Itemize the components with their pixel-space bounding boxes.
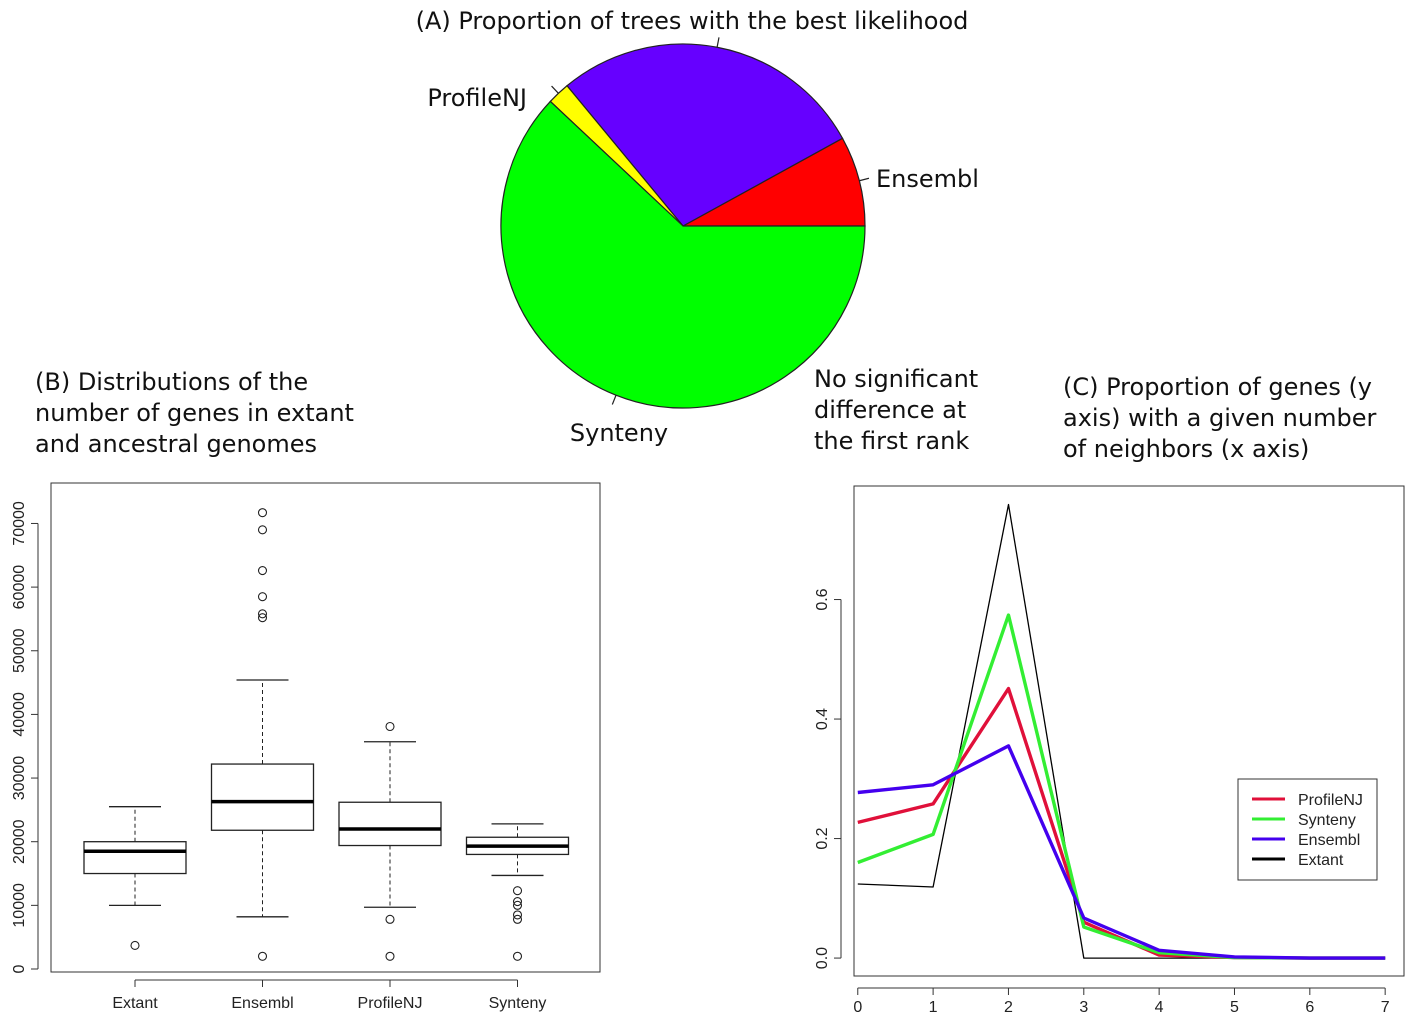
boxplot-panel: (B) Distributions of the number of genes … <box>11 368 601 1012</box>
boxplot-marks <box>83 508 570 961</box>
line-chart-title: (C) Proportion of genes (y axis) with a g… <box>1063 373 1376 463</box>
pie-label-line: Ensembl <box>876 165 979 193</box>
y-tick-label: 0.4 <box>814 708 831 730</box>
outlier-point <box>512 951 523 961</box>
box-profilenj <box>338 721 442 961</box>
line-chart-title-line: axis) with a given number <box>1063 404 1376 432</box>
pie-label-line: ProfileNJ <box>427 84 527 112</box>
x-tick-label-ensembl: Ensembl <box>231 995 293 1012</box>
outlier-point <box>257 566 268 576</box>
pie-label-ensembl: Ensembl <box>876 165 979 193</box>
legend-label-profilenj: ProfileNJ <box>1298 792 1363 809</box>
pie-label-no-significant-difference-at-the-first-rank: No significant difference at the first ran… <box>814 365 978 455</box>
line-chart-frame <box>853 485 1405 977</box>
boxplot-y-axis: 0 10000 20000 30000 40000 50000 60000 70000 <box>11 501 39 973</box>
outlier-point <box>130 940 140 951</box>
y-tick-label: 50000 <box>11 628 28 673</box>
pie-leader-line <box>859 177 870 182</box>
x-tick-label: 5 <box>1230 999 1239 1014</box>
line-chart-legend: ProfileNJ Synteny Ensembl Extant <box>1237 778 1378 881</box>
y-tick-label: 40000 <box>11 692 28 737</box>
iqr-box <box>210 763 315 831</box>
series-line-ensembl <box>857 744 1386 960</box>
legend-box <box>1237 778 1378 881</box>
x-tick-label: 0 <box>853 999 862 1014</box>
x-tick-label: 6 <box>1305 999 1314 1014</box>
pie-label-line: the first rank <box>814 427 969 455</box>
line-panel: (C) Proportion of genes (y axis) with a g… <box>814 373 1405 1014</box>
y-tick-label: 0 <box>11 964 28 973</box>
x-tick-label-extant: Extant <box>112 995 158 1012</box>
outlier-point <box>512 914 523 924</box>
y-tick-label: 30000 <box>11 756 28 801</box>
x-tick-label: 3 <box>1079 999 1088 1014</box>
y-tick-label: 0.6 <box>814 588 831 610</box>
y-tick-label: 10000 <box>11 883 28 928</box>
iqr-box <box>338 801 442 847</box>
y-tick-label: 0.0 <box>814 947 831 969</box>
boxplot-x-axis: Extant Ensembl ProfileNJ Synteny <box>112 979 547 1012</box>
outlier-point <box>257 525 268 535</box>
boxplot-title-line: (B) Distributions of the <box>35 368 308 396</box>
y-tick-label: 0.2 <box>814 827 831 849</box>
outlier-point <box>257 508 268 518</box>
pie-leader-line <box>716 37 720 48</box>
outlier-point <box>512 896 523 907</box>
box-ensembl <box>210 508 315 961</box>
outlier-point <box>257 613 268 623</box>
line-chart-series <box>857 503 1386 960</box>
pie-panel: (A) Proportion of trees with the best li… <box>416 7 979 455</box>
outlier-point <box>512 910 523 920</box>
pie-label-profilenj: ProfileNJ <box>427 84 527 112</box>
pie-slices <box>500 43 866 409</box>
outlier-point <box>257 609 268 619</box>
line-chart-x-axis: 0 1 2 3 4 5 6 7 <box>853 987 1390 1014</box>
x-tick-label-profilenj: ProfileNJ <box>358 995 423 1012</box>
pie-label-line: difference at <box>814 396 966 424</box>
pie-label-synteny: Synteny <box>570 419 668 447</box>
pie-label-line: No significant <box>814 365 978 393</box>
legend-label-ensembl: Ensembl <box>1298 832 1360 849</box>
outlier-point <box>512 900 523 910</box>
pie-slice-no-significant-difference-at-the-first-rank <box>566 43 844 227</box>
boxplot-title-line: and ancestral genomes <box>35 430 317 458</box>
outlier-point <box>385 951 395 961</box>
x-tick-label-synteny: Synteny <box>489 995 547 1012</box>
x-tick-label: 1 <box>929 999 938 1014</box>
pie-slice-ensembl <box>682 137 866 227</box>
outlier-point <box>257 592 268 602</box>
outlier-point <box>385 721 395 732</box>
legend-label-extant: Extant <box>1298 852 1344 869</box>
y-tick-label: 20000 <box>11 819 28 864</box>
boxplot-frame <box>50 482 601 973</box>
pie-label-line: Synteny <box>570 419 668 447</box>
pie-leader-line <box>611 394 617 405</box>
y-tick-label: 60000 <box>11 565 28 610</box>
outlier-point <box>257 951 268 961</box>
x-tick-label: 7 <box>1381 999 1390 1014</box>
x-tick-label: 4 <box>1155 999 1164 1014</box>
box-synteny <box>465 823 570 961</box>
line-chart-title-line: of neighbors (x axis) <box>1063 435 1309 463</box>
line-chart-y-axis: 0.0 0.2 0.4 0.6 <box>814 588 842 969</box>
outlier-point <box>385 914 395 924</box>
series-line-extant <box>857 503 1386 959</box>
boxplot-title-line: number of genes in extant <box>35 399 354 427</box>
iqr-box <box>83 841 187 875</box>
line-chart-title-line: (C) Proportion of genes (y <box>1063 373 1372 401</box>
box-extant <box>83 806 187 951</box>
pie-chart-title: (A) Proportion of trees with the best li… <box>416 7 969 35</box>
x-tick-label: 2 <box>1004 999 1013 1014</box>
boxplot-title: (B) Distributions of the number of genes … <box>35 368 354 458</box>
pie-leader-line <box>551 85 559 94</box>
pie-labels: Ensembl No significant difference at the fi… <box>427 37 979 455</box>
legend-label-synteny: Synteny <box>1298 812 1356 829</box>
outlier-point <box>512 886 523 896</box>
y-tick-label: 70000 <box>11 501 28 546</box>
